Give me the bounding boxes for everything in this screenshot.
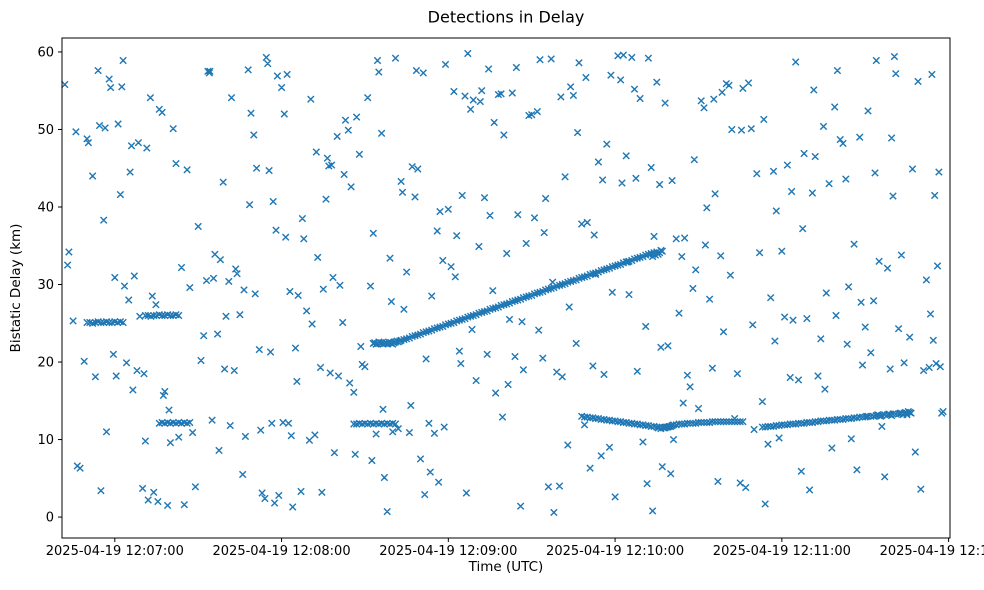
x-axis-label: Time (UTC) — [468, 559, 544, 575]
x-tick-label: 2025-04-19 12:08:00 — [213, 544, 351, 559]
x-tick-label: 2025-04-19 12:11:00 — [713, 544, 851, 559]
x-tick-label: 2025-04-19 12:09:00 — [379, 544, 517, 559]
axes-frame — [61, 37, 951, 539]
x-tick-label: 2025-04-19 12:12:00 — [880, 544, 984, 559]
y-tick-label: 40 — [37, 200, 54, 215]
y-ticks: 0 10 20 30 40 50 60 — [37, 45, 62, 526]
y-tick-label: 10 — [37, 433, 54, 448]
scatter-points — [61, 49, 947, 517]
y-tick-label: 60 — [37, 45, 54, 60]
x-tick-label: 2025-04-19 12:07:00 — [46, 544, 184, 559]
y-tick-label: 0 — [46, 511, 54, 526]
y-tick-label: 50 — [37, 123, 54, 138]
x-tick-label: 2025-04-19 12:10:00 — [546, 544, 684, 559]
chart-title: Detections in Delay — [427, 7, 585, 27]
x-ticks: 2025-04-19 12:07:00 2025-04-19 12:08:00 20… — [46, 538, 984, 559]
y-tick-label: 20 — [37, 356, 54, 371]
y-axis-label: Bistatic Delay (km) — [8, 223, 24, 353]
y-tick-label: 30 — [37, 278, 54, 293]
